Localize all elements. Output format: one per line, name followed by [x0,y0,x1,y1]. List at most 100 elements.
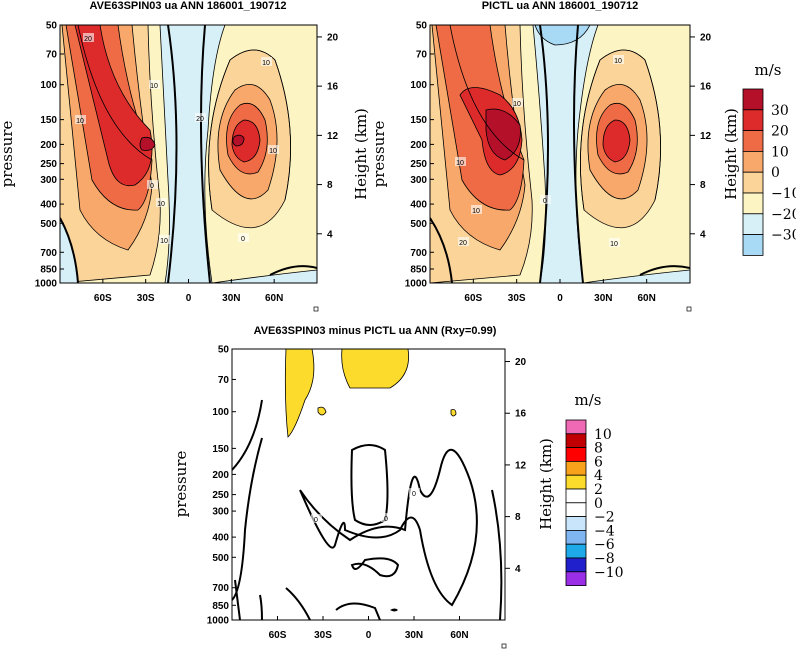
colorbar-label: −10 [594,565,624,581]
height-tick-label: 8 [327,180,333,191]
height-tick-label: 12 [700,131,712,142]
x-tick-label: 60S [94,293,112,304]
height-tick-label: 20 [515,357,527,368]
colorbar-label: −2 [594,510,615,526]
contour-label-bg [455,157,466,166]
y-tick-label: 500 [212,553,229,564]
panel-2-field [430,25,690,283]
y-tick-label: 150 [410,115,427,126]
contour-label-bg [83,33,94,42]
height-tick-label: 16 [515,409,527,420]
y-tick-label: 500 [410,219,427,230]
contour-label: 10 [76,118,84,125]
panel-2-title: PICTL ua ANN 186001_190712 [482,0,639,12]
y-tick-label: 200 [212,470,229,481]
contour-band [231,119,261,163]
panel-1-field [60,25,317,283]
contour-label: 10 [513,101,521,108]
y-tick-label: 100 [40,80,57,91]
y-tick-label: 250 [410,159,427,170]
y-tick-label: 150 [212,444,229,455]
x-tick-label: 30N [222,293,240,304]
contour-band [450,409,457,417]
colorbar-swatch [565,530,587,545]
x-tick-label: 30S [137,293,155,304]
height-tick-label: 20 [327,32,339,43]
colorbar-1: m/s 30 20 10 0 −10 −20 −30 [742,61,796,256]
colorbar-1-labels: 30 20 10 0 −10 −20 −30 [771,103,796,244]
panel-1-right-axis: 20 16 12 8 4 [317,32,339,240]
colorbar-2-boxes [565,419,587,586]
contour-label: 0 [412,491,416,498]
contour-label-bg [195,113,206,122]
contour-band [602,119,631,163]
colorbar-swatch [742,109,764,132]
colorbar-label: 20 [771,124,789,140]
panel-2-right-axis: 20 16 12 8 4 [690,32,712,240]
colorbar-label: −4 [594,523,615,539]
y-tick-label: 400 [410,200,427,211]
contour-label: 0 [314,517,318,524]
colorbar-label: 2 [594,482,603,498]
contour-label-bg [540,195,551,204]
y-tick-label: 400 [212,533,229,544]
contour-label: 10 [456,160,464,167]
panel-2-contour-labels: 10 10 10 20 0 10 10 [455,55,624,248]
height-tick-label: 12 [327,131,339,142]
y-tick-label: 400 [40,200,57,211]
contour-label: 10 [610,241,618,248]
contour-label-bg [147,180,158,189]
y-tick-label: 150 [40,115,57,126]
contour-label: 0 [150,183,154,190]
height-tick-label: 8 [515,512,521,523]
y-tick-label: 700 [40,248,57,259]
y-tick-label: 500 [40,219,57,230]
panel-2: PICTL ua ANN 186001_190712 1010102001010… [370,0,740,312]
y-tick-label: 100 [410,80,427,91]
colorbar-1-boxes [742,88,764,256]
contour-label-bg [609,238,620,247]
contour-label: 20 [84,36,92,43]
colorbar-swatch [565,557,587,573]
x-tick-label: 30N [405,630,423,641]
x-tick-label: 60S [464,293,482,304]
panel-2-bottom-axis: 60S 30S 0 30N 60N [464,279,692,312]
contour-label: 10 [160,238,168,245]
colorbar-label: 0 [594,496,603,512]
colorbar-label: 4 [594,468,603,484]
colorbar-2-unit: m/s [575,391,602,409]
contour-label-bg [156,198,167,207]
colorbar-label: −8 [594,551,615,567]
panel-3-field [232,349,505,620]
y-tick-label: 700 [212,583,229,594]
contour-label: 0 [241,236,245,243]
panel-1-ylabel-right: Height (km) [352,108,370,200]
panel-3-right-axis: 20 16 12 8 4 [505,357,527,575]
colorbar-label: 10 [594,427,612,443]
contour-band [139,136,156,151]
x-tick-label: 30S [314,630,332,641]
colorbar-label: −10 [771,186,796,202]
y-tick-label: 70 [416,49,428,60]
y-tick-label: 100 [212,407,229,418]
y-tick-label: 50 [218,345,230,356]
x-tick-label: 60S [269,630,287,641]
height-tick-label: 4 [327,229,333,240]
y-tick-label: 700 [410,248,427,259]
panel-1-contour-labels: 20 10 0 10 10 20 10 0 10 10 [75,33,279,245]
colorbar-swatch [742,130,764,152]
corner-marker [313,306,319,312]
colorbar-swatch [565,433,587,448]
height-tick-label: 8 [700,180,706,191]
y-tick-label: 250 [40,159,57,170]
colorbar-label: −30 [771,228,796,244]
contour-label: 10 [614,58,622,65]
corner-marker [501,643,507,649]
y-tick-label: 50 [46,21,58,32]
x-tick-label: 60N [265,293,283,304]
contour-label-bg [381,513,392,522]
y-tick-label: 300 [212,507,229,518]
panel-3-bottom-axis: 60S 30S 0 30N 60N [269,616,507,649]
